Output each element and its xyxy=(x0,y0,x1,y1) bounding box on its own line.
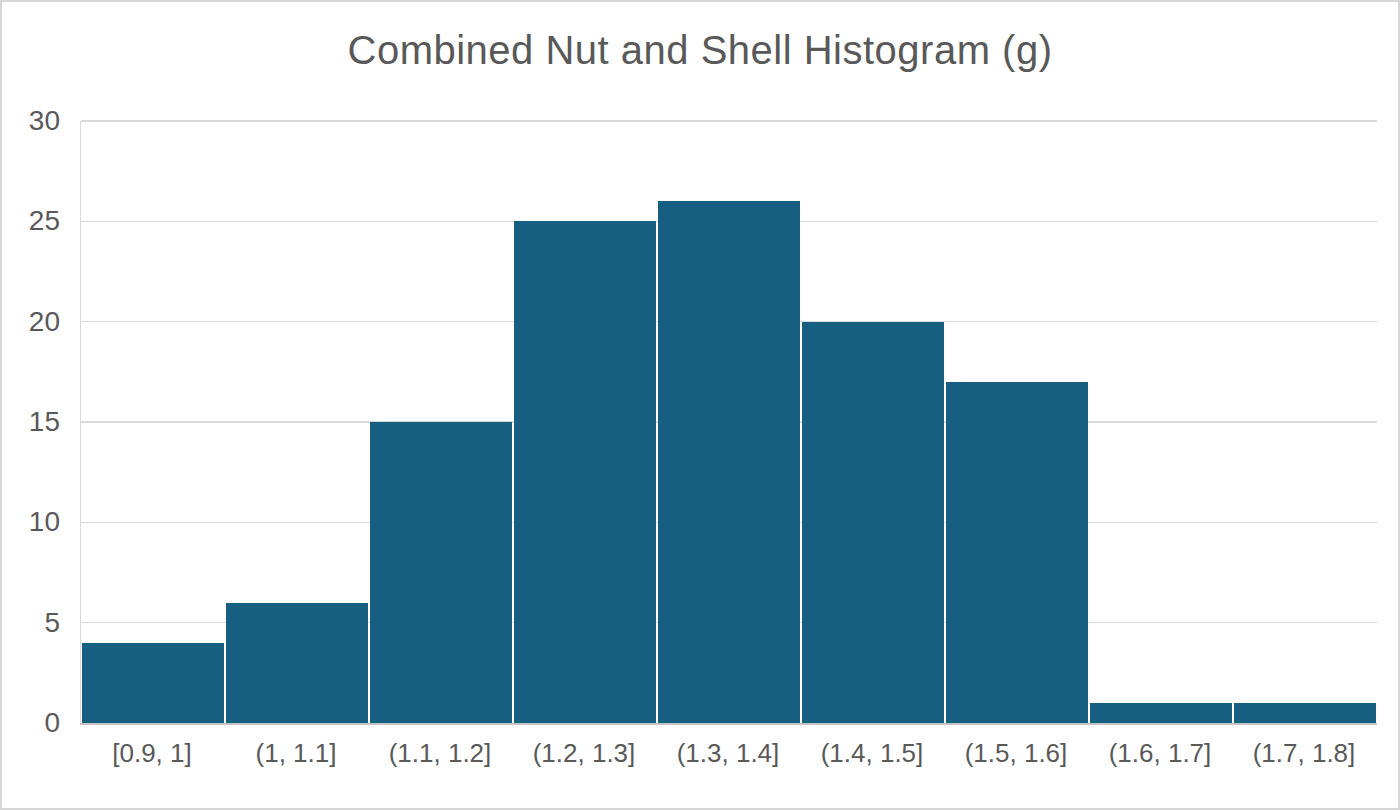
histogram-bar xyxy=(946,382,1088,723)
x-axis-category-label: (1.3, 1.4] xyxy=(656,738,800,769)
y-axis-tick-label: 30 xyxy=(2,106,60,136)
chart-container: Combined Nut and Shell Histogram (g) 0 5 1… xyxy=(0,0,1400,810)
gridline xyxy=(81,120,1377,122)
x-axis-category-label: (1.6, 1.7] xyxy=(1088,738,1232,769)
x-axis-category-label: (1, 1.1] xyxy=(224,738,368,769)
histogram-bar xyxy=(370,422,512,723)
x-axis-category-label: (1.5, 1.6] xyxy=(944,738,1088,769)
x-axis-category-label: (1.4, 1.5] xyxy=(800,738,944,769)
y-axis-tick-label: 15 xyxy=(2,407,60,437)
x-axis: [0.9, 1](1, 1.1](1.1, 1.2](1.2, 1.3](1.3… xyxy=(80,738,1376,778)
y-axis-tick-label: 10 xyxy=(2,507,60,537)
histogram-bar xyxy=(1090,703,1232,723)
x-axis-category-label: [0.9, 1] xyxy=(80,738,224,769)
y-axis-tick-label: 5 xyxy=(2,608,60,638)
x-axis-category-label: (1.2, 1.3] xyxy=(512,738,656,769)
histogram-bar xyxy=(514,221,656,723)
y-axis-tick-label: 0 xyxy=(2,708,60,738)
histogram-bar xyxy=(658,201,800,723)
histogram-bar xyxy=(802,322,944,723)
x-axis-category-label: (1.1, 1.2] xyxy=(368,738,512,769)
y-axis: 051015202530 xyxy=(2,121,60,723)
y-axis-tick-label: 20 xyxy=(2,307,60,337)
histogram-bar xyxy=(1234,703,1376,723)
histogram-bar xyxy=(226,603,368,723)
x-axis-category-label: (1.7, 1.8] xyxy=(1232,738,1376,769)
histogram-bar xyxy=(82,643,224,723)
plot-area xyxy=(80,121,1377,723)
y-axis-tick-label: 25 xyxy=(2,206,60,236)
chart-title: Combined Nut and Shell Histogram (g) xyxy=(2,28,1398,73)
x-axis-line xyxy=(80,723,1378,725)
